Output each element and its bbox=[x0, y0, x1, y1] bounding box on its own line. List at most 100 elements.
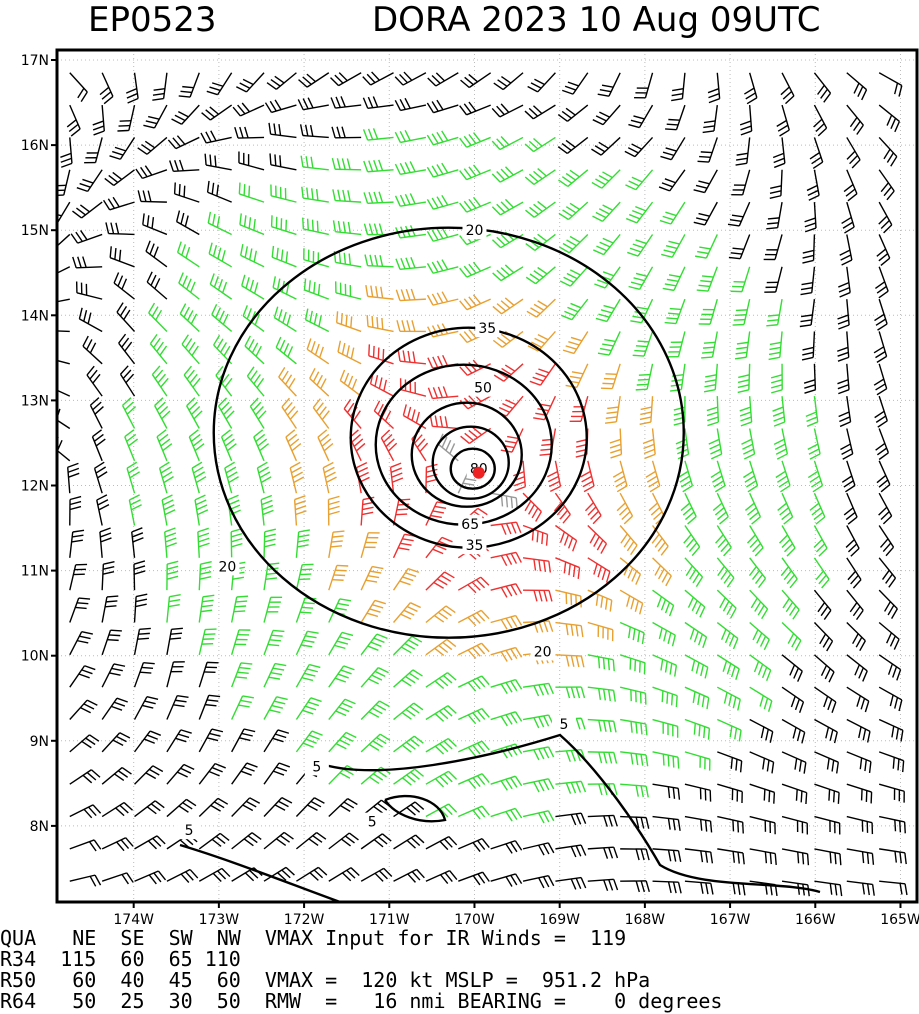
wind-barb-flag bbox=[703, 341, 716, 344]
wind-barb-flag bbox=[287, 433, 298, 443]
wind-barb-flag bbox=[837, 384, 849, 390]
wind-barb-flag bbox=[331, 540, 343, 543]
wind-barb-flag bbox=[804, 222, 816, 228]
wind-barb-flag bbox=[68, 472, 80, 478]
wind-barb-flag bbox=[504, 166, 514, 176]
wind-barb-flag bbox=[505, 523, 512, 535]
wind-barb bbox=[392, 533, 406, 559]
wind-barb-flag bbox=[335, 96, 341, 108]
wind-barb-flag bbox=[505, 682, 513, 693]
wind-barb-flag bbox=[777, 124, 789, 132]
contour-line-5 bbox=[324, 733, 821, 894]
wind-barb-flag bbox=[431, 229, 439, 241]
wind-barb-flag bbox=[411, 409, 416, 421]
wind-barb-flag bbox=[608, 879, 614, 891]
wind-barb-flag bbox=[119, 732, 131, 739]
wind-barb-flag bbox=[155, 309, 163, 321]
contour-label: 20 bbox=[218, 559, 236, 575]
wind-barb-flag bbox=[190, 313, 198, 325]
wind-barb-flag bbox=[235, 676, 247, 679]
wind-barb-flag bbox=[700, 882, 704, 894]
wind-barb-flag bbox=[416, 868, 425, 879]
wind-barb-flag bbox=[627, 147, 639, 154]
wind-barb-flag bbox=[559, 280, 571, 287]
wind-barb-flag bbox=[701, 275, 714, 278]
wind-barb-flag bbox=[227, 494, 239, 501]
wind-barb-flag bbox=[510, 648, 518, 660]
wind-barb-flag bbox=[895, 728, 899, 740]
wind-barb-flag bbox=[797, 670, 803, 682]
wind-barb-flag bbox=[837, 792, 840, 804]
wind-barb-flag bbox=[443, 740, 453, 750]
wind-barb bbox=[335, 199, 362, 203]
wind-barb-flag bbox=[728, 635, 735, 647]
wind-barb-flag bbox=[86, 772, 97, 781]
wind-barb-flag bbox=[168, 599, 181, 603]
wind-barb-flag bbox=[724, 632, 731, 644]
wind-barb-flag bbox=[82, 256, 87, 268]
wind-barb-flag bbox=[103, 561, 115, 565]
wind-barb bbox=[435, 72, 459, 87]
wind-barb-flag bbox=[115, 222, 120, 235]
wind-barb-flag bbox=[366, 73, 376, 84]
wind-barb-flag bbox=[406, 807, 416, 816]
wind-barb-flag bbox=[565, 139, 576, 148]
wind-barb-flag bbox=[770, 384, 783, 389]
wind-barb-flag bbox=[124, 401, 134, 411]
wind-barb-flag bbox=[524, 500, 532, 512]
wind-barb-flag bbox=[743, 87, 755, 95]
wind-barb-flag bbox=[731, 214, 744, 218]
wind-barb-flag bbox=[184, 338, 193, 349]
wind-barb-flag bbox=[279, 835, 290, 843]
wind-barb-flag bbox=[459, 300, 468, 311]
wind-barb-flag bbox=[276, 247, 279, 260]
wind-barb-flag bbox=[504, 198, 514, 209]
wind-barb bbox=[458, 871, 483, 882]
wind-barb-flag bbox=[883, 186, 892, 197]
wind-barb-flag bbox=[856, 695, 861, 707]
wind-barb-flag bbox=[829, 851, 832, 864]
wind-barb-flag bbox=[309, 124, 314, 137]
wind-barb-flag bbox=[167, 139, 177, 150]
wind-barb-flag bbox=[310, 800, 322, 808]
wind-barb bbox=[238, 136, 265, 139]
contour-label-bg bbox=[462, 536, 487, 555]
wind-barb-flag bbox=[712, 502, 723, 512]
wind-barb bbox=[101, 663, 115, 688]
wind-barb-flag bbox=[608, 720, 612, 733]
wind-barb-flag bbox=[789, 664, 796, 676]
wind-barb-flag bbox=[739, 411, 752, 417]
wind-barb-flag bbox=[636, 306, 649, 310]
wind-barb-flag bbox=[86, 339, 93, 350]
wind-barb-flag bbox=[70, 233, 79, 244]
wind-barb bbox=[133, 629, 141, 655]
wind-barb-flag bbox=[95, 466, 107, 474]
lon-tick-label: 173W bbox=[199, 912, 240, 928]
wind-barb-flag bbox=[532, 105, 543, 115]
wind-barb-flag bbox=[468, 73, 478, 83]
wind-barb-flag bbox=[820, 665, 828, 676]
wind-barb-flag bbox=[679, 475, 690, 483]
wind-barb bbox=[776, 299, 783, 325]
wind-barb-flag bbox=[234, 126, 239, 139]
wind-barb-flag bbox=[730, 607, 737, 619]
wind-barb-flag bbox=[459, 366, 468, 376]
wind-barb-flag bbox=[500, 587, 508, 598]
wind-barb-flag bbox=[537, 300, 548, 308]
wind-barb-flag bbox=[804, 217, 816, 223]
wind-barb-flag bbox=[635, 785, 639, 797]
wind-barb-flag bbox=[180, 873, 190, 883]
wind-barb bbox=[57, 449, 71, 462]
wind-barb bbox=[684, 880, 711, 885]
wind-barb bbox=[101, 564, 105, 591]
wind-barb-flag bbox=[538, 780, 545, 792]
wind-barb-flag bbox=[125, 373, 135, 384]
wind-barb-flag bbox=[105, 605, 117, 608]
wind-barb-flag bbox=[538, 684, 545, 696]
wind-barb bbox=[587, 621, 613, 631]
wind-barb-flag bbox=[176, 241, 182, 253]
wind-barb bbox=[713, 105, 718, 131]
wind-barb-flag bbox=[736, 346, 748, 350]
wind-barb-flag bbox=[438, 710, 449, 720]
wind-barb-flag bbox=[214, 155, 217, 167]
